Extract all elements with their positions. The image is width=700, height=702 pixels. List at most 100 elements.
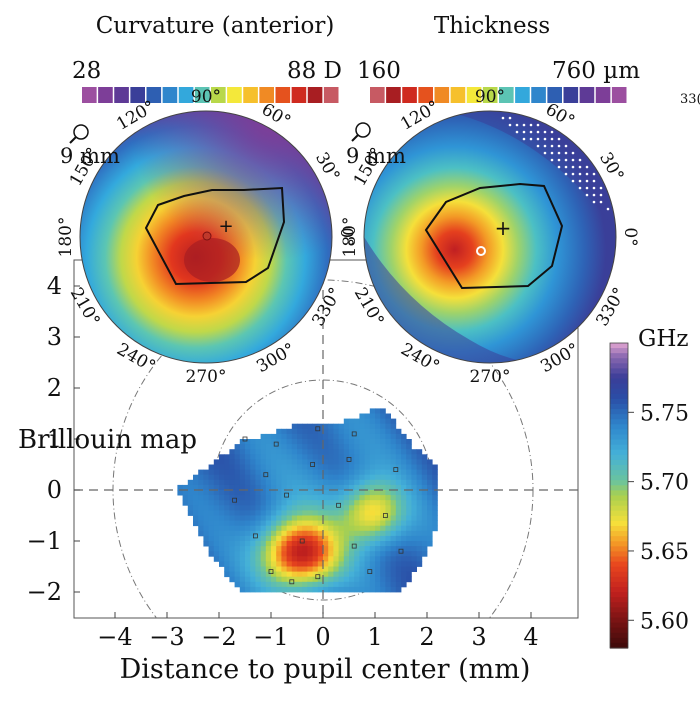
brillouin-cell — [359, 464, 365, 470]
brillouin-cell — [276, 525, 282, 532]
brillouin-cell — [364, 546, 371, 552]
brillouin-cell — [416, 556, 423, 562]
brillouin-cell — [255, 490, 261, 496]
brillouin-cell — [286, 581, 293, 588]
brillouin-cell — [338, 474, 345, 481]
brillouin-cell — [328, 474, 334, 481]
brillouin-cell — [380, 551, 386, 557]
brillouin-cell — [364, 520, 371, 527]
brillouin-cell — [265, 520, 272, 527]
brillouin-cell — [198, 469, 204, 476]
brillouin-cell — [369, 454, 376, 460]
ghz-colorbar-segment — [610, 581, 628, 588]
brillouin-cell — [421, 454, 428, 460]
brillouin-cell — [323, 541, 329, 547]
brillouin-cell — [359, 551, 365, 557]
brillouin-cell — [369, 515, 376, 521]
ghz-label: GHz — [638, 326, 689, 352]
brillouin-cell — [328, 541, 334, 547]
brillouin-cell — [260, 474, 267, 481]
brillouin-cell — [323, 546, 329, 552]
brillouin-cell — [369, 505, 376, 511]
brillouin-cell — [234, 500, 241, 506]
brillouin-cell — [250, 586, 256, 593]
brillouin-cell — [229, 515, 235, 521]
brillouin-cell — [359, 520, 365, 527]
thickness-plus-marker: + — [495, 216, 512, 240]
thickness-pupil-marker — [476, 246, 486, 256]
brillouin-cell — [312, 495, 319, 501]
brillouin-cell — [317, 479, 324, 486]
brillouin-cell — [260, 490, 267, 496]
brillouin-cell — [219, 495, 225, 501]
brillouin-cell — [385, 449, 391, 455]
ghz-colorbar-segment — [610, 602, 628, 608]
brillouin-cell — [281, 505, 287, 511]
brillouin-cell — [255, 520, 261, 527]
brillouin-cell — [224, 566, 230, 572]
brillouin-cell — [297, 495, 303, 501]
brillouin-cell — [380, 546, 386, 552]
brillouin-cell — [198, 479, 204, 486]
brillouin-cell — [385, 525, 391, 532]
ghz-colorbar-segment — [610, 556, 628, 563]
brillouin-cell — [328, 571, 334, 578]
brillouin-cell — [271, 520, 277, 527]
brillouin-cell — [281, 541, 287, 547]
brillouin-cell — [380, 464, 386, 470]
dot — [536, 144, 540, 148]
brillouin-cell — [406, 525, 412, 532]
brillouin-cell — [369, 423, 376, 430]
brillouin-cell — [260, 586, 267, 593]
brillouin-cell — [385, 535, 391, 542]
ghz-colorbar-segment — [610, 520, 628, 527]
brillouin-cell — [427, 490, 433, 496]
brillouin-cell — [255, 500, 261, 506]
brillouin-cell — [416, 546, 423, 552]
brillouin-cell — [312, 510, 319, 516]
brillouin-cell — [354, 484, 360, 491]
brillouin-cell — [203, 500, 209, 506]
brillouin-cell — [198, 525, 204, 532]
brillouin-cell — [385, 439, 391, 445]
brillouin-cell — [193, 520, 199, 527]
brillouin-cell — [395, 530, 402, 537]
brillouin-cell — [208, 479, 215, 486]
brillouin-cell — [239, 505, 246, 511]
brillouin-cell — [411, 561, 417, 567]
brillouin-cell — [312, 525, 319, 532]
brillouin-cell — [338, 500, 345, 506]
brillouin-cell — [213, 525, 220, 532]
brillouin-cell — [401, 500, 407, 506]
brillouin-cell — [369, 433, 376, 440]
brillouin-cell — [317, 520, 324, 527]
brillouin-cell — [265, 581, 272, 588]
brillouin-cell — [349, 423, 355, 430]
brillouin-cell — [411, 459, 417, 465]
brillouin-cell — [229, 464, 235, 470]
brillouin-cell — [427, 520, 433, 527]
measurement-marker — [242, 436, 248, 442]
brillouin-cell — [276, 556, 282, 562]
brillouin-cell — [271, 454, 277, 460]
angle-label: 0° — [620, 227, 640, 246]
brillouin-cell — [234, 464, 241, 470]
cutoff-text: 33( — [680, 92, 700, 107]
brillouin-cell — [401, 459, 407, 465]
brillouin-cell — [411, 449, 417, 455]
brillouin-cell — [369, 581, 376, 588]
brillouin-cell — [297, 469, 303, 476]
brillouin-cell — [302, 551, 308, 557]
x-tick-label: −3 — [149, 623, 184, 651]
brillouin-cell — [395, 576, 402, 583]
brillouin-cell — [229, 530, 235, 537]
brillouin-cell — [375, 464, 381, 470]
dot — [599, 186, 603, 190]
brillouin-cell — [432, 464, 438, 470]
brillouin-cell — [239, 469, 246, 476]
brillouin-cell — [395, 525, 402, 532]
brillouin-cell — [406, 495, 412, 501]
brillouin-cell — [250, 500, 256, 506]
brillouin-cell — [317, 459, 324, 465]
brillouin-cell — [260, 520, 267, 527]
